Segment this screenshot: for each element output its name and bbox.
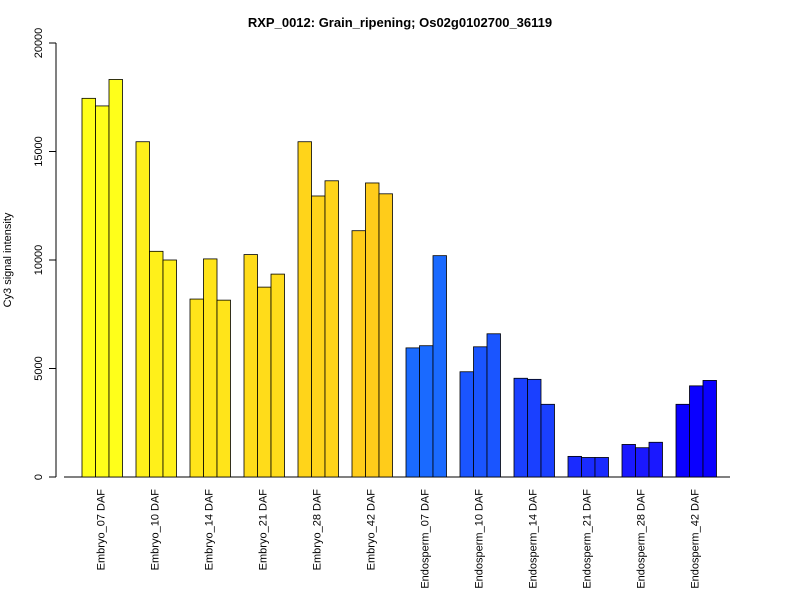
bar xyxy=(432,255,447,478)
bar xyxy=(81,97,96,478)
x-tick-label: Embryo_28 DAF xyxy=(311,489,323,571)
bar xyxy=(419,345,434,478)
y-tick-label: 20000 xyxy=(33,28,45,59)
x-tick-label: Endosperm_10 DAF xyxy=(473,489,485,589)
x-tick-label: Embryo_14 DAF xyxy=(203,489,215,571)
bar xyxy=(513,377,528,478)
x-tick-label: Endosperm_07 DAF xyxy=(419,489,431,589)
bar xyxy=(675,403,690,478)
bar xyxy=(243,254,258,478)
bar xyxy=(162,259,177,478)
bar xyxy=(270,273,285,478)
bar xyxy=(405,347,420,478)
bar xyxy=(149,250,164,478)
bar xyxy=(297,141,312,478)
x-tick-label: Endosperm_42 DAF xyxy=(689,489,701,589)
bar xyxy=(621,444,636,478)
y-axis: 0 5000 10000 15000 20000 xyxy=(33,28,57,480)
bar xyxy=(257,286,272,478)
bar xyxy=(581,457,596,478)
bar xyxy=(567,455,582,478)
x-tick-label: Embryo_07 DAF xyxy=(95,489,107,571)
bar xyxy=(311,195,326,478)
bar xyxy=(203,258,218,478)
x-tick-label: Embryo_42 DAF xyxy=(365,489,377,571)
bar xyxy=(378,193,393,478)
bar xyxy=(324,180,339,478)
bar xyxy=(189,298,204,478)
bar-series xyxy=(81,79,717,478)
bar xyxy=(486,333,501,478)
y-axis-label: Cy3 signal intensity xyxy=(2,212,14,307)
x-tick-labels: Embryo_07 DAF Embryo_10 DAF Embryo_14 DAF E… xyxy=(95,489,701,589)
bar xyxy=(351,230,366,478)
bar xyxy=(365,182,380,478)
y-tick-label: 0 xyxy=(33,474,45,480)
bar xyxy=(689,385,704,478)
y-tick-label: 10000 xyxy=(33,245,45,276)
x-tick-label: Endosperm_14 DAF xyxy=(527,489,539,589)
bar xyxy=(216,299,231,478)
bar xyxy=(459,371,474,478)
chart-title: RXP_0012: Grain_ripening; Os02g0102700_3… xyxy=(248,15,552,30)
x-tick-label: Endosperm_28 DAF xyxy=(635,489,647,589)
y-tick-label: 5000 xyxy=(33,356,45,380)
bar xyxy=(95,105,110,478)
bar xyxy=(648,441,663,478)
bar xyxy=(702,380,717,478)
bar xyxy=(135,141,150,478)
y-tick-label: 15000 xyxy=(33,136,45,167)
x-tick-label: Embryo_21 DAF xyxy=(257,489,269,571)
x-tick-label: Embryo_10 DAF xyxy=(149,489,161,571)
bar xyxy=(108,79,123,478)
x-tick-label: Endosperm_21 DAF xyxy=(581,489,593,589)
bar xyxy=(473,346,488,478)
bar xyxy=(527,378,542,478)
bar xyxy=(540,403,555,478)
bar xyxy=(635,447,650,478)
bar xyxy=(594,457,609,478)
